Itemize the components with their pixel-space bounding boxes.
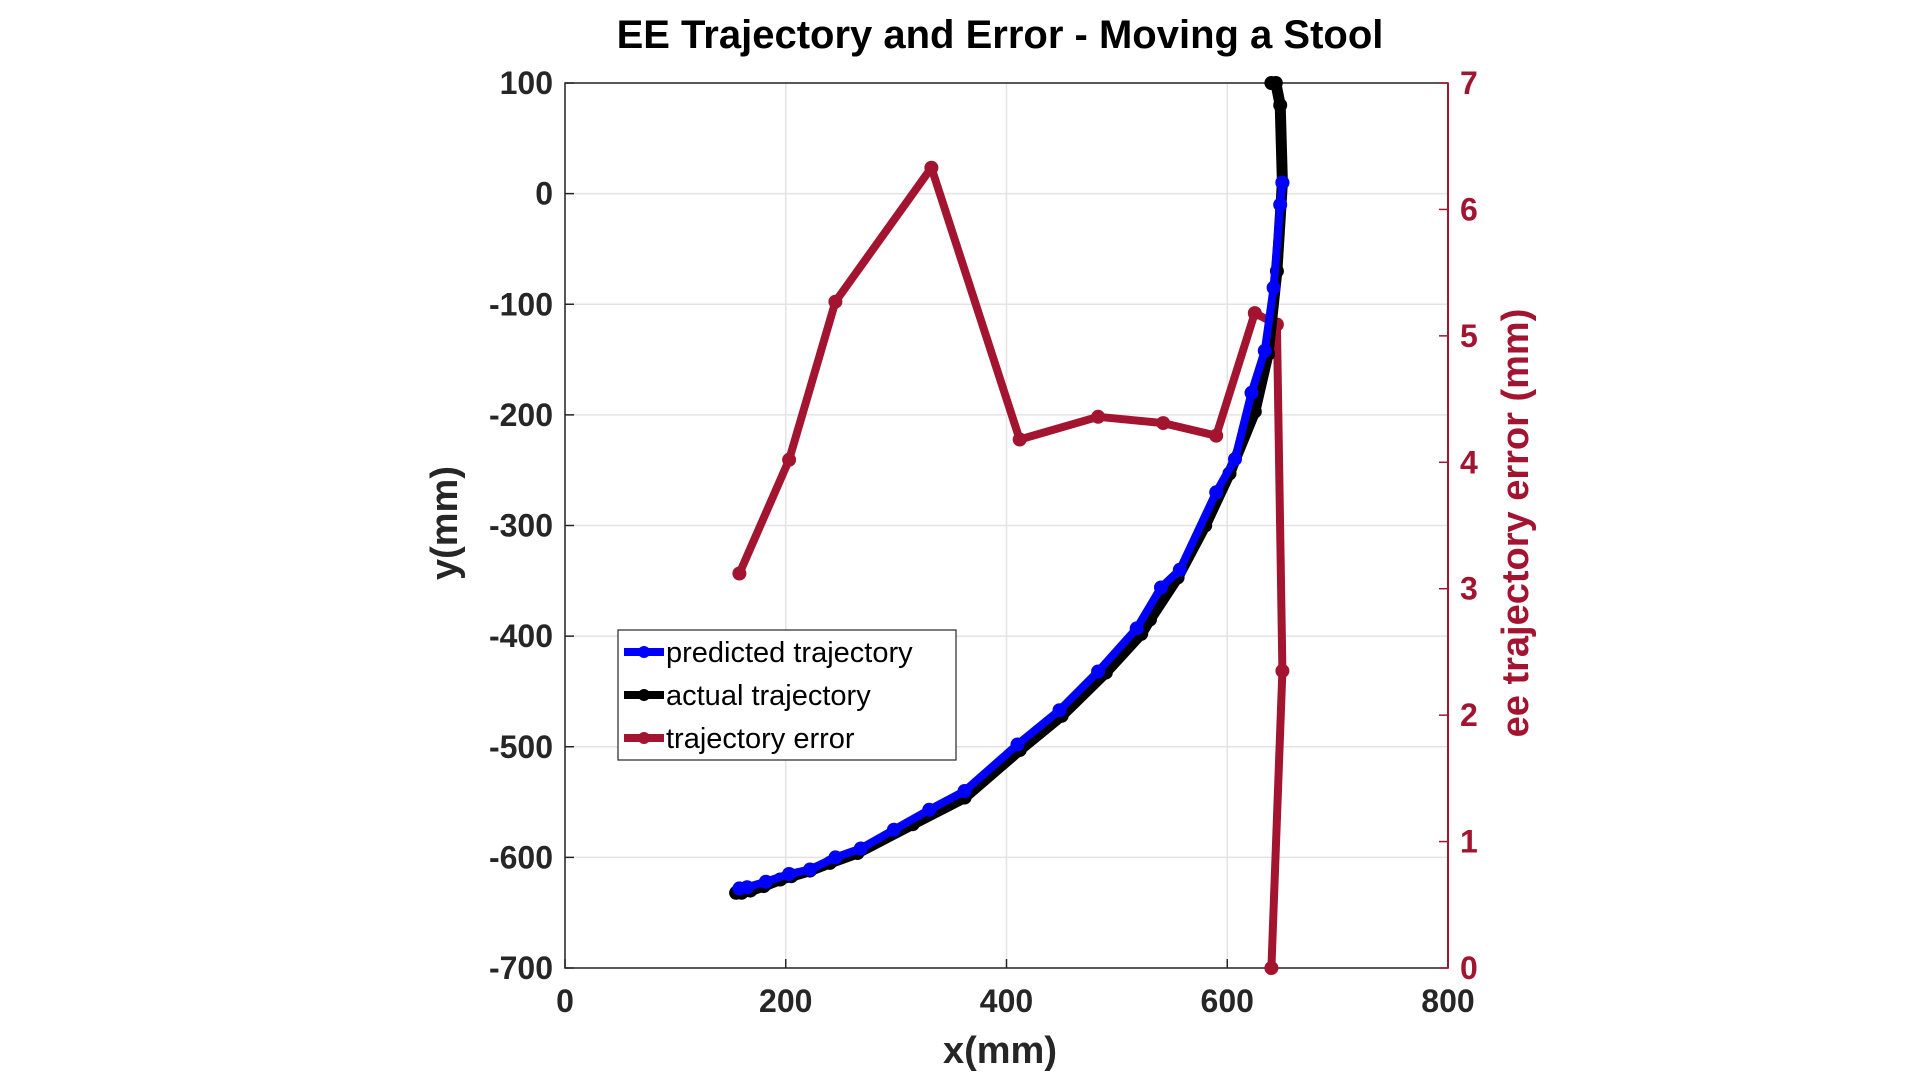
y-axis-ticks: -700 -600 -500 -400 -300 -200 -100 0 100 <box>489 65 574 986</box>
y2-tick-label: 3 <box>1460 571 1478 607</box>
y2-axis-label: ee trajectory error (mm) <box>1495 309 1537 738</box>
y-tick-label: -100 <box>489 286 553 322</box>
data-point-predicted <box>853 841 868 856</box>
y-axis-label: y(mm) <box>424 466 466 580</box>
data-point-trajectory <box>1156 416 1171 431</box>
legend-label-error: trajectory error <box>666 723 855 755</box>
y-tick-label: 100 <box>500 65 553 101</box>
series-trajectory <box>732 160 1290 975</box>
x-tick-label: 400 <box>980 983 1033 1019</box>
data-point-trajectory <box>1264 961 1279 975</box>
data-point-predicted <box>886 822 901 837</box>
y-tick-label: -600 <box>489 839 553 875</box>
legend-label-predicted: predicted trajectory <box>666 637 913 669</box>
legend-marker-actual <box>638 689 650 701</box>
y2-tick-label: 1 <box>1460 824 1478 860</box>
legend-marker-predicted <box>638 646 650 658</box>
data-point-predicted <box>1154 580 1168 595</box>
data-point-predicted <box>1228 452 1242 467</box>
y-tick-label: 0 <box>535 176 553 212</box>
data-point-predicted <box>1129 621 1144 636</box>
data-point-predicted <box>1209 485 1224 500</box>
data-point-trajectory <box>732 566 747 581</box>
data-point-predicted <box>1172 562 1187 577</box>
legend-label-actual: actual trajectory <box>666 680 871 712</box>
data-point-predicted <box>803 862 817 877</box>
data-point-actual <box>1273 98 1288 113</box>
legend-entry-actual: actual trajectory <box>624 680 871 712</box>
y2-tick-label: 4 <box>1460 444 1478 480</box>
data-point-predicted <box>782 867 797 881</box>
data-point-predicted <box>1052 703 1067 718</box>
data-point-predicted <box>1273 197 1288 212</box>
y2-tick-label: 2 <box>1460 697 1478 733</box>
data-point-predicted <box>922 802 937 817</box>
data-point-predicted <box>740 880 755 895</box>
y-tick-label: -200 <box>489 397 553 433</box>
y2-tick-label: 0 <box>1460 950 1478 986</box>
y-tick-label: -400 <box>489 618 553 654</box>
legend-box <box>617 629 957 761</box>
series-layer <box>729 76 1290 975</box>
y2-tick-label: 6 <box>1460 191 1478 227</box>
x-tick-label: 600 <box>1201 983 1254 1019</box>
data-point-trajectory <box>1275 663 1290 678</box>
x-axis-label: x(mm) <box>943 1030 1057 1072</box>
y2-axis-ticks: 0 1 2 3 4 5 6 7 <box>1439 65 1478 986</box>
data-point-actual <box>1264 76 1279 90</box>
data-point-predicted <box>828 850 843 865</box>
x-tick-label: 800 <box>1421 983 1474 1019</box>
x-axis-ticks: 0 200 400 600 800 <box>556 959 1475 1019</box>
data-point-trajectory <box>782 452 797 467</box>
data-point-predicted <box>1244 385 1259 400</box>
data-point-trajectory <box>1209 428 1224 443</box>
data-point-trajectory <box>828 294 843 309</box>
data-point-trajectory <box>1091 409 1106 424</box>
x-tick-label: 200 <box>759 983 812 1019</box>
y2-tick-label: 5 <box>1460 318 1478 354</box>
series-predicted <box>732 175 1290 896</box>
y-tick-label: -300 <box>489 508 553 544</box>
data-point-trajectory <box>1247 306 1262 321</box>
data-point-predicted <box>1266 280 1281 295</box>
y2-tick-label: 7 <box>1460 65 1478 101</box>
legend-marker-error <box>638 732 650 744</box>
chart-title: EE Trajectory and Error - Moving a Stool <box>617 13 1384 57</box>
legend: predicted trajectory actual trajectory t… <box>617 629 957 761</box>
x-tick-label: 0 <box>556 983 574 1019</box>
data-point-predicted <box>1257 343 1272 358</box>
y-tick-label: -700 <box>489 950 553 986</box>
data-point-predicted <box>1010 737 1025 752</box>
legend-entry-predicted: predicted trajectory <box>624 637 913 669</box>
data-point-predicted <box>758 874 773 889</box>
data-point-predicted <box>957 784 972 798</box>
data-point-trajectory <box>924 160 939 175</box>
data-point-predicted <box>1091 664 1106 679</box>
data-point-predicted <box>1275 175 1290 190</box>
series-line-trajectory <box>735 163 1287 972</box>
y-tick-label: -500 <box>489 729 553 765</box>
legend-entry-error: trajectory error <box>624 723 855 755</box>
data-point-trajectory <box>1012 432 1027 447</box>
